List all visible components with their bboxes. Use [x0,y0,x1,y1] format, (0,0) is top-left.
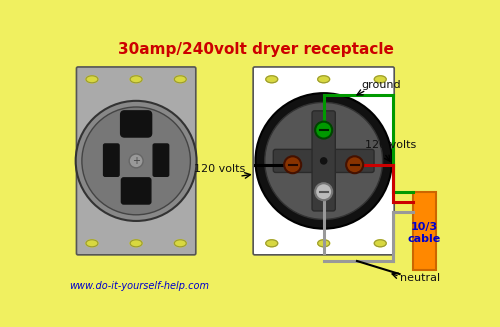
Text: neutral: neutral [400,273,440,283]
Text: www.do-it-yourself-help.com: www.do-it-yourself-help.com [68,281,208,291]
Circle shape [315,122,332,139]
Ellipse shape [266,76,278,83]
Text: 120 volts: 120 volts [365,141,416,150]
FancyBboxPatch shape [120,111,152,137]
FancyBboxPatch shape [76,67,196,255]
Text: 10/3
cable: 10/3 cable [408,222,441,244]
Circle shape [265,102,382,219]
Bar [413,192,436,270]
Circle shape [346,156,363,173]
FancyBboxPatch shape [312,111,336,211]
Ellipse shape [130,76,142,83]
Ellipse shape [318,76,330,83]
Text: +: + [132,156,140,166]
Circle shape [82,107,190,215]
Ellipse shape [174,76,186,83]
Text: 30amp/240volt dryer receptacle: 30amp/240volt dryer receptacle [118,42,394,57]
Circle shape [256,93,392,229]
Ellipse shape [130,240,142,247]
Ellipse shape [318,240,330,247]
Ellipse shape [266,240,278,247]
Ellipse shape [86,240,98,247]
Ellipse shape [174,240,186,247]
Ellipse shape [86,76,98,83]
Text: ground: ground [362,80,402,91]
FancyBboxPatch shape [274,149,374,172]
Circle shape [76,101,196,221]
Ellipse shape [374,240,386,247]
FancyBboxPatch shape [104,144,119,176]
Ellipse shape [374,76,386,83]
Circle shape [320,158,327,164]
FancyBboxPatch shape [153,144,168,176]
Circle shape [284,156,301,173]
Circle shape [315,183,332,200]
Text: 120 volts: 120 volts [194,164,246,174]
FancyBboxPatch shape [253,67,394,255]
Circle shape [129,154,143,168]
FancyBboxPatch shape [122,178,151,204]
